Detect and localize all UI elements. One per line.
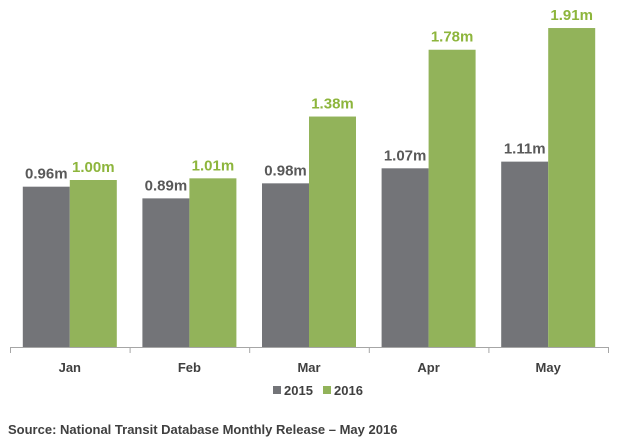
legend-label-2016: 2016 (334, 383, 363, 398)
legend-label-2015: 2015 (284, 383, 313, 398)
value-label-2015-feb: 0.89m (145, 177, 188, 194)
category-labels-group: Jan Feb Mar Apr May (59, 360, 562, 375)
value-label-2015-may: 1.11m (504, 141, 546, 158)
bar-2015-mar (262, 183, 309, 347)
value-label-2015-jan: 0.96m (25, 166, 68, 183)
bar-2015-apr (381, 168, 429, 347)
value-label-2016-mar: 1.38m (311, 96, 354, 113)
bars-group (22, 28, 596, 348)
bar-2016-may (548, 28, 596, 348)
category-label-apr: Apr (417, 360, 439, 375)
value-label-2016-feb: 1.01m (192, 157, 235, 174)
value-label-2016-may: 1.91m (550, 7, 593, 24)
value-label-2016-jan: 1.00m (72, 159, 115, 176)
bar-2016-mar (309, 116, 356, 347)
value-label-2015-mar: 0.98m (264, 162, 307, 179)
category-label-feb: Feb (178, 360, 201, 375)
bar-2015-may (501, 161, 549, 347)
category-label-jan: Jan (59, 360, 81, 375)
legend: 2015 2016 (273, 383, 363, 398)
legend-swatch-2015 (273, 386, 281, 394)
bar-2015-feb (142, 198, 190, 347)
value-label-2016-apr: 1.78m (431, 29, 474, 46)
category-label-mar: Mar (297, 360, 320, 375)
bar-2015-jan (22, 186, 70, 347)
bar-2016-apr (428, 49, 476, 348)
category-label-may: May (536, 360, 562, 375)
legend-swatch-2016 (323, 386, 331, 394)
x-axis-ticks (10, 347, 609, 353)
source-note: Source: National Transit Database Monthl… (8, 422, 398, 437)
bar-2016-feb (189, 178, 237, 347)
bar-2016-jan (69, 180, 117, 347)
value-label-2015-apr: 1.07m (384, 147, 427, 164)
